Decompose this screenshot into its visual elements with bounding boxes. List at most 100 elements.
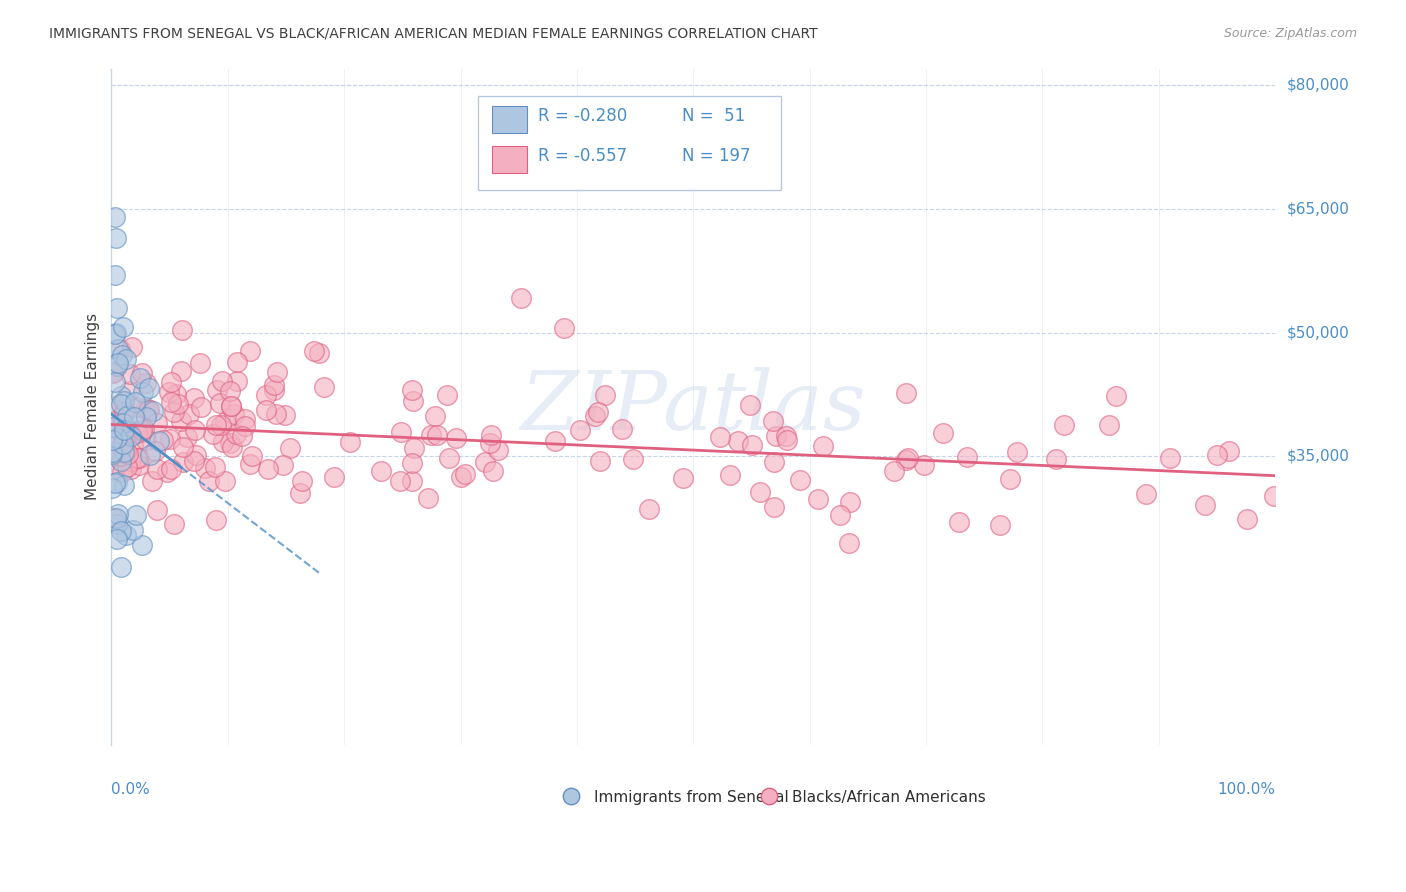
- Point: [134, 422, 156, 436]
- Point: [1206, 448, 1229, 462]
- Point: [1236, 512, 1258, 526]
- Point: [254, 388, 277, 402]
- Point: [426, 427, 449, 442]
- Point: [225, 426, 247, 441]
- Point: [444, 431, 467, 445]
- Point: [120, 368, 142, 382]
- Point: [122, 523, 145, 537]
- Point: [239, 457, 262, 471]
- Text: Blacks/African Americans: Blacks/African Americans: [792, 789, 986, 805]
- Point: [932, 425, 955, 440]
- Point: [510, 291, 533, 305]
- Point: [159, 394, 181, 409]
- Point: [1005, 445, 1028, 459]
- Point: [775, 429, 797, 443]
- Point: [402, 393, 425, 408]
- Point: [789, 473, 811, 487]
- Point: [231, 428, 253, 442]
- Point: [170, 364, 193, 378]
- Point: [183, 454, 205, 468]
- Point: [839, 494, 862, 508]
- Point: [740, 399, 762, 413]
- Point: [389, 425, 412, 439]
- Point: [125, 401, 148, 415]
- Text: $65,000: $65,000: [1286, 202, 1350, 217]
- Point: [107, 356, 129, 370]
- Text: R = -0.280: R = -0.280: [538, 107, 627, 125]
- Point: [105, 359, 128, 373]
- Point: [266, 365, 288, 379]
- Point: [120, 429, 142, 443]
- Point: [103, 463, 125, 477]
- Point: [226, 374, 249, 388]
- Point: [302, 344, 325, 359]
- Point: [314, 380, 336, 394]
- Point: [117, 447, 139, 461]
- Point: [481, 464, 503, 478]
- Point: [105, 434, 128, 449]
- Point: [131, 423, 153, 437]
- Point: [1135, 487, 1157, 501]
- Point: [125, 425, 148, 440]
- Point: [956, 450, 979, 465]
- Point: [214, 415, 236, 429]
- Point: [110, 415, 132, 429]
- Point: [105, 532, 128, 546]
- Y-axis label: Median Female Earnings: Median Female Earnings: [86, 313, 100, 500]
- Point: [235, 412, 257, 426]
- Point: [184, 423, 207, 437]
- Point: [128, 450, 150, 465]
- Point: [436, 387, 458, 401]
- Point: [148, 434, 170, 449]
- Point: [115, 528, 138, 542]
- Point: [103, 450, 125, 464]
- Point: [1053, 417, 1076, 432]
- Point: [172, 440, 194, 454]
- Point: [765, 429, 787, 443]
- Point: [621, 451, 644, 466]
- Point: [135, 376, 157, 390]
- Point: [741, 438, 763, 452]
- Point: [271, 458, 294, 472]
- Point: [101, 481, 124, 495]
- Point: [221, 440, 243, 454]
- Point: [897, 451, 920, 466]
- Point: [439, 450, 461, 465]
- Point: [105, 511, 128, 525]
- Point: [190, 400, 212, 414]
- Text: N =  51: N = 51: [682, 107, 745, 125]
- Point: [111, 319, 134, 334]
- Point: [105, 516, 128, 531]
- Text: $35,000: $35,000: [1286, 449, 1350, 464]
- Point: [101, 365, 124, 379]
- Point: [404, 441, 426, 455]
- Point: [110, 560, 132, 574]
- Point: [170, 414, 193, 428]
- Point: [762, 414, 785, 428]
- Point: [115, 423, 138, 437]
- Point: [118, 427, 141, 442]
- Point: [240, 449, 263, 463]
- Point: [145, 462, 167, 476]
- Point: [105, 301, 128, 315]
- Point: [122, 410, 145, 425]
- Point: [1194, 498, 1216, 512]
- Point: [209, 396, 232, 410]
- Point: [454, 467, 477, 482]
- Point: [813, 439, 835, 453]
- Point: [176, 430, 198, 444]
- Point: [115, 459, 138, 474]
- Point: [172, 454, 194, 468]
- Point: [120, 453, 142, 467]
- Text: IMMIGRANTS FROM SENEGAL VS BLACK/AFRICAN AMERICAN MEDIAN FEMALE EARNINGS CORRELA: IMMIGRANTS FROM SENEGAL VS BLACK/AFRICAN…: [49, 27, 818, 41]
- Point: [165, 387, 187, 401]
- Point: [583, 409, 606, 423]
- Point: [112, 424, 135, 438]
- Point: [883, 464, 905, 478]
- Point: [553, 321, 575, 335]
- Point: [110, 389, 132, 403]
- Text: Immigrants from Senegal: Immigrants from Senegal: [595, 789, 789, 805]
- Point: [105, 427, 128, 442]
- Text: Source: ZipAtlas.com: Source: ZipAtlas.com: [1223, 27, 1357, 40]
- Point: [988, 518, 1011, 533]
